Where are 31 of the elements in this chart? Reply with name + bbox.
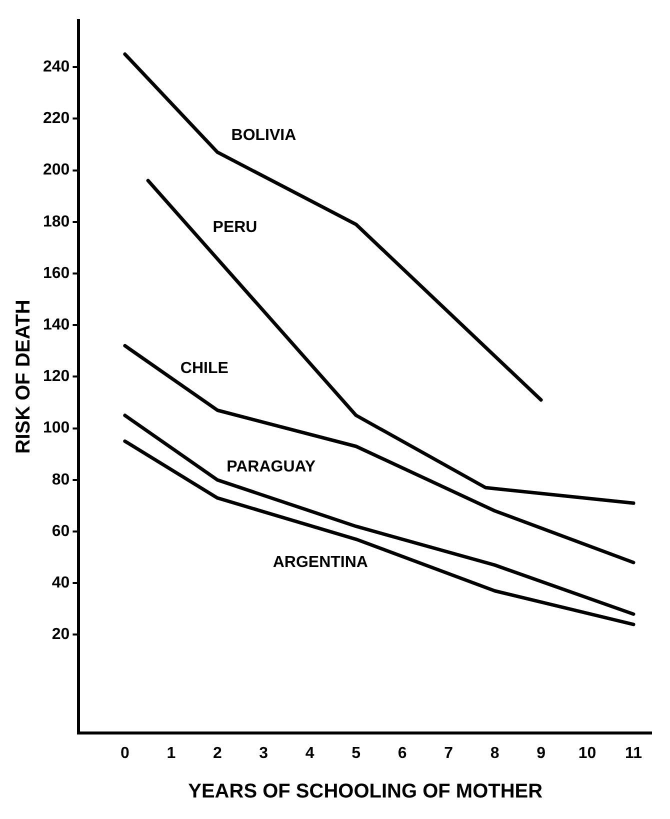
x-tick-label: 4 [305,744,314,762]
x-tick-label: 0 [120,744,130,762]
x-tick-label: 9 [536,744,546,762]
x-tick-label: 1 [166,744,176,762]
y-tick-label: 100 [42,420,70,437]
y-tick-label: 240 [42,58,70,76]
x-tick-label: 3 [259,744,268,762]
x-tick-label: 2 [212,744,222,762]
y-tick-label: 140 [42,316,70,334]
series-label: PERU [212,219,258,236]
y-tick-label: 180 [42,213,70,230]
x-axis-title: YEARS OF SCHOOLING OF MOTHER [188,780,544,803]
x-tick-label: 5 [352,744,361,762]
x-tick-label: 7 [444,744,454,762]
series-label: ARGENTINA [272,554,368,571]
x-tick-label: 11 [625,744,642,762]
y-tick-label: 220 [42,110,70,128]
y-tick-label: 20 [52,626,70,644]
y-tick-label: 80 [52,471,70,488]
y-tick-label: 40 [52,574,70,592]
x-tick-label: 8 [490,744,500,762]
series-label: PARAGUAY [226,458,316,476]
y-tick-label: 120 [42,368,70,386]
y-tick-label: 200 [42,162,70,179]
y-tick-label: 160 [42,264,70,282]
series-label: BOLIVIA [231,126,297,144]
x-tick-label: 6 [398,744,407,762]
y-tick-label: 60 [52,522,70,540]
x-tick-label: 10 [578,744,596,762]
series-label: CHILE [180,360,229,377]
y-axis-title: RISK OF DEATH [12,300,35,454]
